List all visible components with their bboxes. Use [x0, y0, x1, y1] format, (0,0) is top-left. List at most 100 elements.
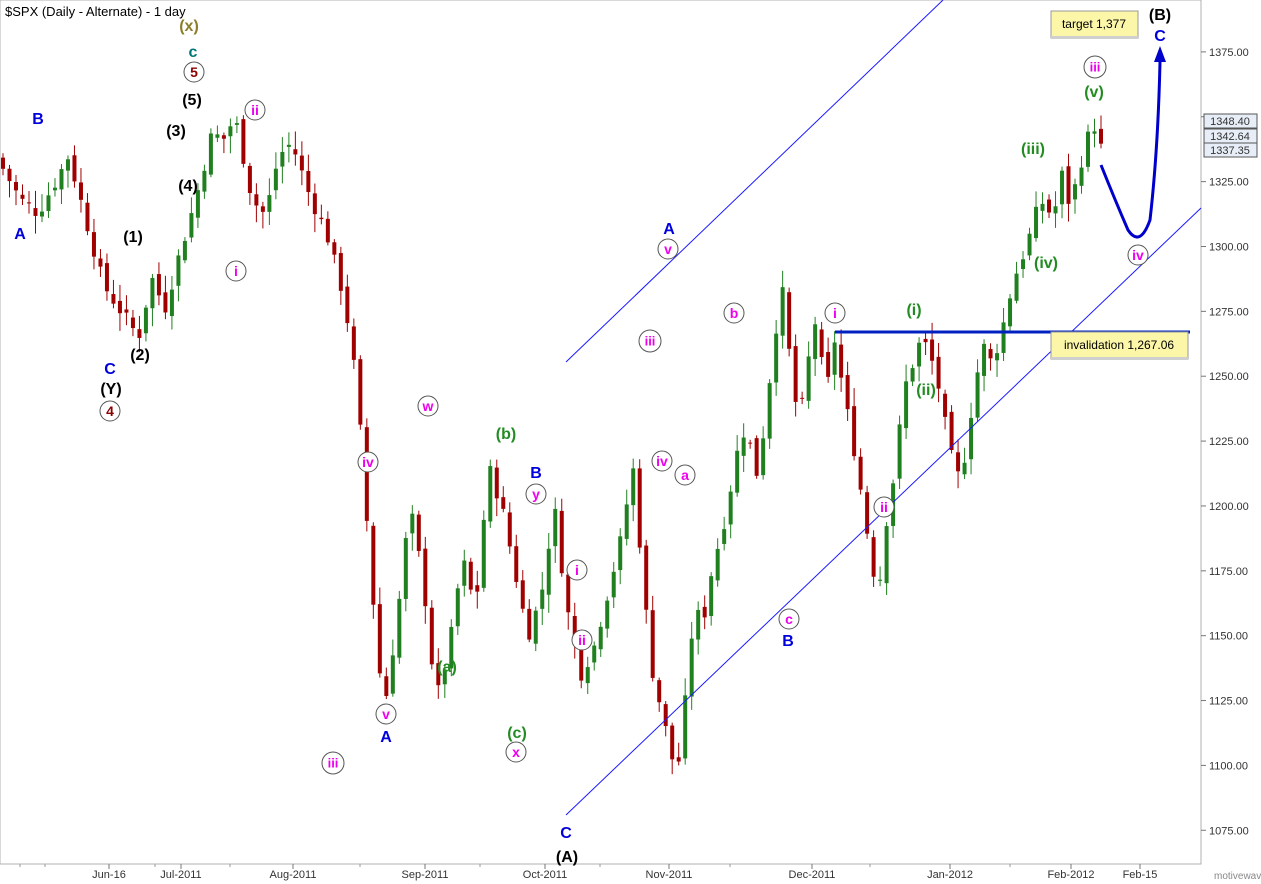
candle-body: [46, 195, 51, 212]
wave-label: x: [505, 741, 527, 763]
wave-label: iii: [1083, 55, 1107, 79]
candle-body: [644, 545, 649, 610]
candle-body: [585, 667, 590, 684]
candle-body: [52, 187, 57, 191]
wave-label: ii: [571, 629, 593, 651]
candle-body: [7, 168, 12, 182]
wave-label-text: A: [663, 221, 675, 238]
candle-body: [611, 571, 616, 598]
wave-label-circle: [657, 238, 679, 260]
y-tick-label: 1175.00: [1209, 566, 1248, 578]
wave-label-text: C: [1154, 28, 1166, 45]
x-tick-label: Oct-2011: [523, 869, 567, 881]
wave-label: (x): [179, 18, 199, 35]
wave-label-text: b: [730, 305, 739, 321]
wave-label-text: (2): [130, 347, 150, 364]
y-tick-label: 1100.00: [1209, 760, 1248, 772]
candle-body: [923, 338, 928, 343]
wave-label-text: iii: [328, 756, 339, 771]
candle-body: [845, 375, 850, 410]
candle-body: [33, 208, 38, 216]
wave-label-text: ii: [251, 102, 259, 118]
wave-label-text: (3): [166, 123, 186, 140]
candle-body: [455, 588, 460, 627]
candle-body: [124, 309, 129, 313]
candle-body: [962, 462, 967, 475]
candle-body: [85, 202, 90, 232]
wave-label-text: c: [785, 611, 793, 627]
candle-body: [143, 307, 148, 334]
candle-body: [442, 669, 447, 685]
candle-body: [1053, 206, 1058, 214]
projection-curve: [1099, 61, 1162, 239]
wave-label-circle: [1127, 244, 1149, 266]
wave-label-text: y: [532, 486, 540, 502]
candle-body: [1034, 206, 1039, 239]
wave-label: (i): [906, 302, 921, 319]
wave-label-text: iii: [645, 334, 656, 349]
candle-body: [904, 381, 909, 429]
candle-body: [429, 607, 434, 665]
candle-body: [956, 452, 961, 472]
candle-body: [754, 438, 759, 476]
wave-label: A: [14, 226, 26, 243]
wave-label: B: [782, 633, 794, 650]
wave-label: A: [380, 729, 392, 746]
y-tick-label: 1150.00: [1209, 631, 1248, 643]
candle-body: [676, 757, 681, 762]
candle-body: [631, 468, 636, 506]
wave-label-text: (Y): [100, 381, 121, 398]
wave-label-text: B: [530, 465, 542, 482]
invalidation-box: invalidation 1,267.06: [1050, 331, 1189, 360]
candle-body: [137, 329, 142, 338]
candle-body: [72, 155, 77, 182]
wave-label-circle: [183, 61, 205, 83]
wave-label: (Y): [100, 381, 121, 398]
candle-body: [806, 356, 811, 401]
candle-body: [982, 343, 987, 376]
candle-body: [377, 604, 382, 674]
candle-body: [663, 704, 668, 727]
wave-label: iv: [357, 451, 379, 473]
candle-body: [722, 529, 727, 544]
candle-body: [26, 202, 31, 204]
wave-label-text: (B): [1149, 7, 1171, 24]
x-tick-label: Jan-2012: [927, 869, 973, 881]
x-tick-label: Aug-2011: [270, 869, 317, 881]
y-tick-label: 1375.00: [1209, 47, 1249, 59]
candle-body: [20, 194, 25, 199]
price-tag-value: 1337.35: [1210, 145, 1250, 157]
candle-body: [130, 317, 135, 329]
wave-label-circle: [571, 629, 593, 651]
wave-label-text: v: [382, 706, 390, 722]
candle-body: [761, 438, 766, 476]
candle-body: [475, 585, 480, 592]
wave-label: (3): [166, 123, 186, 140]
candle-body: [364, 427, 369, 521]
candle-body: [1014, 273, 1019, 301]
candle-body: [371, 525, 376, 605]
candle-body: [1008, 298, 1013, 327]
wave-label: (5): [182, 92, 202, 109]
candle-body: [1092, 131, 1097, 134]
candle-body: [117, 300, 122, 314]
wave-label-circle: [638, 329, 662, 353]
wave-label: (B): [1149, 7, 1171, 24]
candle-body: [299, 155, 304, 171]
candle-body: [598, 626, 603, 650]
wave-label-text: ii: [880, 499, 888, 515]
wave-label-text: (i): [906, 302, 921, 319]
candlestick-series: [1, 115, 1103, 775]
wave-label: B: [530, 465, 542, 482]
candle-body: [884, 526, 889, 584]
candle-body: [800, 397, 805, 399]
wave-label-circle: [321, 751, 345, 775]
wave-label-text: iv: [1132, 247, 1144, 263]
wave-label-circle: [651, 450, 673, 472]
wave-label: (iv): [1034, 255, 1058, 272]
candle-body: [468, 561, 473, 590]
candle-body: [1099, 128, 1103, 144]
candle-body: [481, 519, 486, 588]
wave-label: C: [104, 361, 116, 378]
wave-label-text: C: [104, 361, 116, 378]
